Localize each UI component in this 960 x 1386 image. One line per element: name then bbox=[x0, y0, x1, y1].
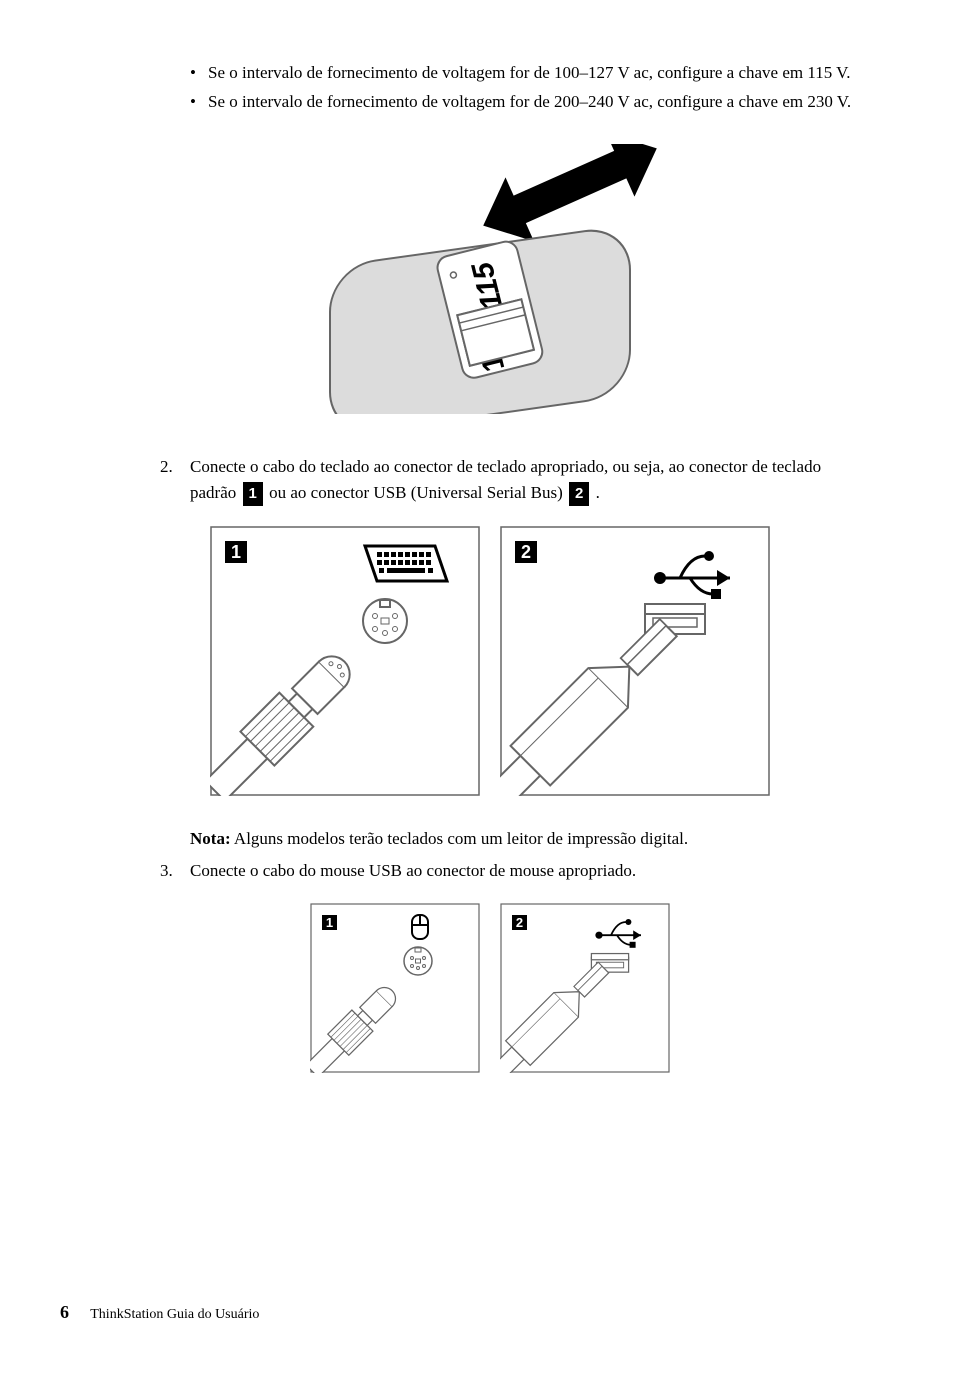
step-2: 2. Conecte o cabo do teclado ao conector… bbox=[160, 454, 860, 506]
keyboard-connector-figure: 1 bbox=[120, 526, 860, 796]
svg-text:1: 1 bbox=[231, 542, 241, 562]
page-number: 6 bbox=[60, 1302, 69, 1322]
step-text: Conecte o cabo do mouse USB ao conector … bbox=[190, 858, 860, 884]
footer-title: ThinkStation Guia do Usuário bbox=[90, 1307, 259, 1322]
step-text: Conecte o cabo do teclado ao conector de… bbox=[190, 454, 860, 506]
svg-text:2: 2 bbox=[521, 542, 531, 562]
bullet-text: Se o intervalo de fornecimento de voltag… bbox=[208, 60, 860, 86]
note-label: Nota: bbox=[190, 829, 231, 848]
note-text: Alguns modelos terão teclados com um lei… bbox=[234, 829, 688, 848]
bullet-text: Se o intervalo de fornecimento de voltag… bbox=[208, 89, 860, 115]
step-number: 3. bbox=[160, 858, 190, 884]
page-footer: 6 ThinkStation Guia do Usuário bbox=[60, 1299, 259, 1326]
bullet-item: • Se o intervalo de fornecimento de volt… bbox=[190, 60, 860, 86]
bullet-item: • Se o intervalo de fornecimento de volt… bbox=[190, 89, 860, 115]
svg-text:2: 2 bbox=[516, 915, 523, 930]
step-3: 3. Conecte o cabo do mouse USB ao conect… bbox=[160, 858, 860, 884]
note: Nota: Alguns modelos terão teclados com … bbox=[190, 826, 860, 852]
callout-2: 2 bbox=[569, 482, 589, 507]
voltage-switch-figure: 115 115 bbox=[120, 144, 860, 414]
step-number: 2. bbox=[160, 454, 190, 506]
bullet-dot: • bbox=[190, 60, 208, 86]
svg-text:1: 1 bbox=[326, 915, 333, 930]
mouse-connector-figure: 1 bbox=[120, 903, 860, 1073]
callout-1: 1 bbox=[243, 482, 263, 507]
bullet-dot: • bbox=[190, 89, 208, 115]
bullet-list: • Se o intervalo de fornecimento de volt… bbox=[190, 60, 860, 114]
